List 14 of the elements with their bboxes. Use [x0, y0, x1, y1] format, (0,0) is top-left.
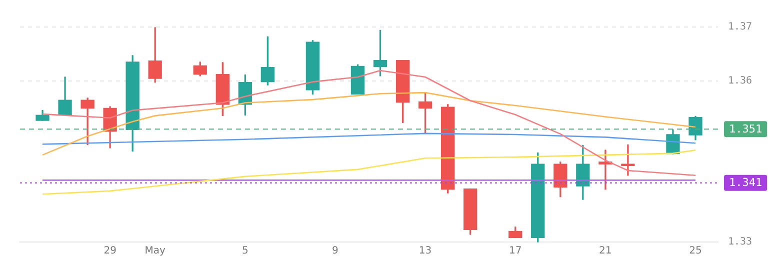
x-tick-label: 29 [104, 246, 116, 257]
y-tick-label: 1.37 [728, 22, 752, 33]
x-tick-label: May [144, 246, 166, 257]
x-tick-label: 5 [242, 246, 248, 257]
x-tick-label: 9 [332, 246, 338, 257]
x-tick-label: 21 [599, 246, 612, 257]
y-tick-label: 1.36 [728, 75, 752, 86]
candlestick [621, 144, 635, 176]
ref-line-label: 1.341 [729, 176, 762, 190]
x-tick-label: 17 [508, 246, 522, 257]
x-tick-label: 25 [689, 246, 702, 257]
x-tick-label: 13 [418, 246, 432, 257]
y-tick-label: 1.33 [728, 236, 752, 248]
ref-line-label: 1.351 [729, 122, 762, 136]
